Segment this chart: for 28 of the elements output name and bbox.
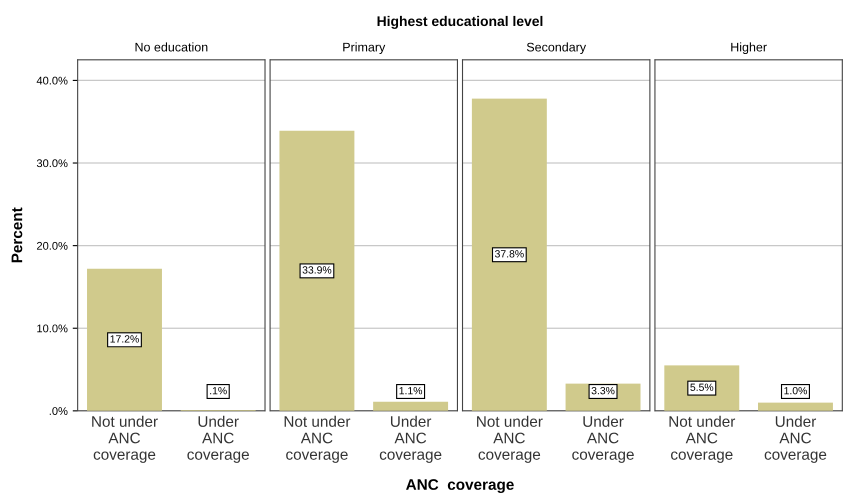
x-tick-label: Under ANC coverage: [764, 416, 826, 463]
x-tick-label: Not under ANC coverage: [669, 416, 736, 463]
data-label: .1%: [210, 387, 227, 394]
y-tick-label: 40.0%: [36, 76, 68, 85]
x-tick-label: Not under ANC coverage: [284, 416, 350, 463]
x-tick-label: Under ANC coverage: [187, 416, 249, 463]
chart-title: Higher: [731, 42, 767, 54]
data-label: 33.9%: [302, 266, 332, 274]
data-label: 1.0%: [784, 386, 807, 394]
x-tick-label: Under ANC coverage: [380, 416, 442, 463]
y-tick-label: 20.0%: [36, 242, 68, 250]
text: Highest educational level: [378, 16, 542, 29]
chart-title: Secondary: [526, 42, 586, 54]
text: ANC coverage: [406, 479, 514, 494]
y-axis-title: Percent: [12, 207, 22, 262]
data-label: 1.1%: [400, 387, 422, 394]
data-label: 3.3%: [592, 386, 615, 394]
chart-title: Primary: [343, 42, 386, 54]
y-tick-label: 30.0%: [36, 159, 68, 168]
data-label: 5.5%: [690, 384, 714, 391]
data-label: 17.2%: [110, 335, 139, 343]
y-tick-label: .0%: [50, 407, 68, 415]
x-tick-label: Under ANC coverage: [572, 416, 634, 463]
chart-title: No education: [136, 42, 208, 52]
y-tick-label: 10.0%: [37, 324, 68, 332]
data-label: 37.8%: [494, 250, 524, 258]
x-tick-label: Not under ANC coverage: [92, 416, 158, 463]
x-tick-label: Not under ANC coverage: [477, 416, 543, 463]
